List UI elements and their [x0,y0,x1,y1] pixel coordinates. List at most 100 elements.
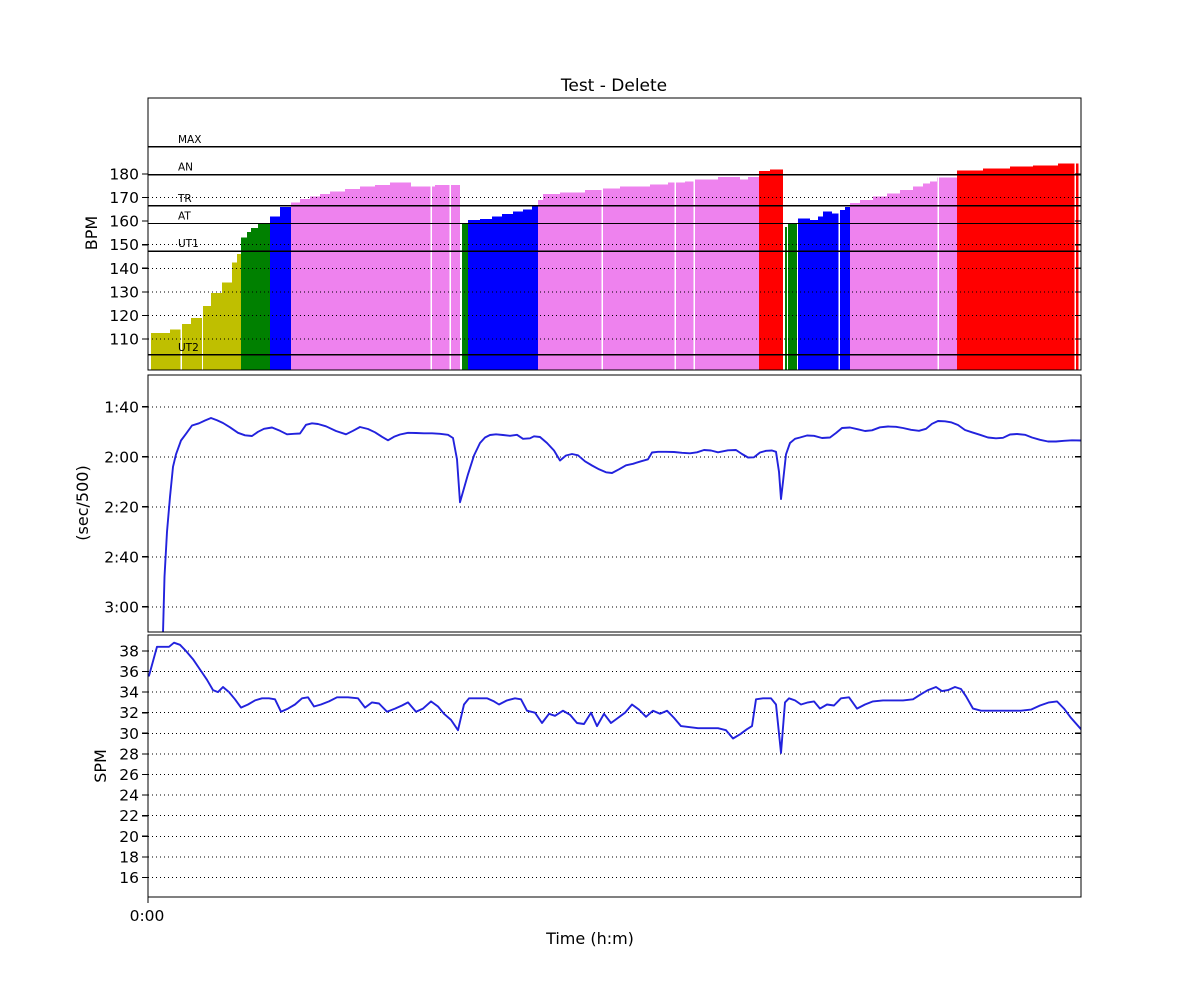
hr-bar [502,214,513,370]
y-tick-label: 36 [119,663,139,681]
pace-line [162,417,1081,632]
hr-bar [232,262,237,370]
spm-axis-label: SPM [91,749,110,783]
interval-gap [449,185,451,370]
hr-bar [151,333,170,370]
hr-bar [748,176,759,370]
hr-bar [810,219,818,370]
hr-bar [957,170,983,370]
hr-bar [740,179,748,370]
zone-label: AN [178,162,193,174]
interval-gap [674,182,676,370]
hr-bar [523,209,532,370]
y-tick-label: 18 [119,848,139,866]
hr-bar [247,231,251,370]
y-tick-label: 22 [119,807,139,825]
hr-bar [845,207,850,370]
y-tick-label: 110 [109,331,139,349]
zone-label: UT1 [178,238,199,250]
hr-bar [513,211,523,370]
interval-gap [838,213,840,370]
hr-bar [435,185,460,370]
hr-bar [462,222,468,370]
hr-bar [237,254,241,370]
hr-bar [585,190,603,370]
interval-gap [1074,163,1076,370]
hr-bar [1058,163,1079,370]
hr-bar [310,196,320,370]
y-tick-label: 2:20 [104,498,139,516]
y-tick-label: 160 [109,213,139,231]
hr-bar [1033,165,1058,370]
hr-bar [222,282,232,370]
x-axis-label: Time (h:m) [545,929,634,948]
y-tick-label: 1:40 [104,398,139,416]
hr-bar [668,182,685,370]
hr-bar [798,218,810,370]
hr-bar [759,170,770,370]
zone-label: UT2 [178,342,199,354]
hr-bar [280,206,291,370]
hr-bar [770,169,783,370]
y-tick-label: 16 [119,869,139,887]
hr-bar [788,223,797,370]
zone-label: AT [178,211,191,223]
hr-bar [560,192,585,370]
hr-bar [320,194,330,370]
y-tick-label: 2:40 [104,548,139,566]
y-tick-label: 3:00 [104,598,139,616]
hr-bar [543,194,560,370]
y-tick-label: 180 [109,165,139,183]
hr-bar [480,218,492,370]
hr-bar [923,183,930,370]
hr-bar [532,206,538,370]
hr-bar [913,186,923,370]
bpm-axis-label: BPM [82,216,101,250]
hr-bar [1010,166,1033,370]
hr-bar [291,202,300,370]
hr-bar [785,227,787,370]
interval-gap [937,177,939,370]
hr-bar [375,185,390,370]
chart-title: Test - Delete [560,76,667,96]
y-tick-label: 26 [119,766,139,784]
y-tick-label: 32 [119,704,139,722]
hr-bar [695,179,718,370]
interval-gap [601,190,603,370]
y-tick-label: 34 [119,684,139,702]
hr-bar [270,216,280,370]
y-tick-label: 140 [109,260,139,278]
y-tick-label: 170 [109,189,139,207]
spm-line [148,641,1081,754]
hr-bar [983,168,1010,370]
y-tick-label: 150 [109,236,139,254]
y-tick-label: 2:00 [104,448,139,466]
hr-bar [840,210,845,370]
y-tick-label: 24 [119,787,139,805]
hr-bar [492,216,502,370]
hr-bar [300,199,310,370]
y-tick-label: 120 [109,307,139,325]
pace-axis-label: (sec/500) [73,465,92,540]
hr-bar [182,323,191,370]
hr-bar [930,181,937,370]
hr-bar [330,191,345,370]
panel-border [147,374,1082,633]
interval-gap [693,181,695,370]
hr-bar [211,293,222,370]
hr-bar [538,199,543,370]
hr-bar [860,199,873,370]
zone-label: TR [177,193,192,205]
hr-bar [251,228,258,370]
hr-bar [850,203,860,370]
hr-bar [620,186,650,370]
hr-bar [603,188,620,370]
hr-bar [258,223,270,370]
hr-bar [937,177,957,370]
y-tick-label: 20 [119,828,139,846]
hr-bar [718,176,740,370]
interval-gap [430,186,432,370]
y-tick-label: 130 [109,283,139,301]
